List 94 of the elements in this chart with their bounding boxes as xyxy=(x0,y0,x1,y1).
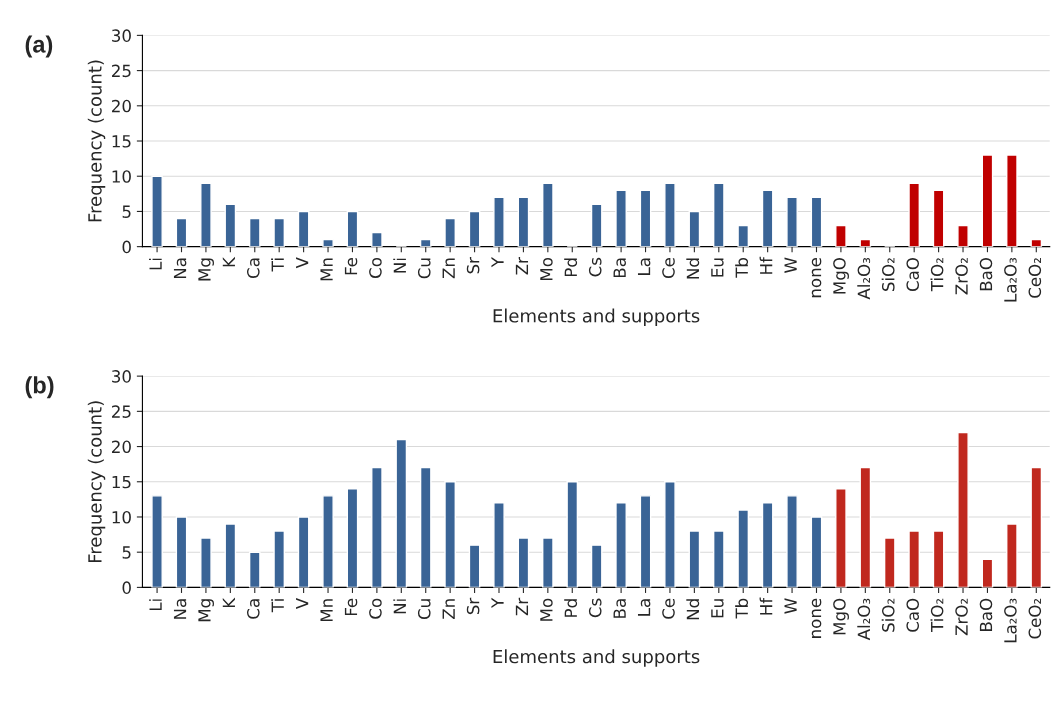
x-tick-label: Zn xyxy=(442,258,455,279)
y-tick-label: 30 xyxy=(112,29,131,42)
x-tick-label: Ni xyxy=(393,258,406,273)
x-tick-label: BaO xyxy=(979,258,993,291)
x-tick-label: Ti xyxy=(271,258,284,272)
x-tick-label: Pd xyxy=(564,599,578,617)
x-tick-label: Al₂O₃ xyxy=(857,257,871,300)
y-tick-label: 20 xyxy=(112,99,131,113)
y-tick-label: 5 xyxy=(122,205,131,218)
x-tick-label: Ca xyxy=(247,599,260,619)
x-tick-label: Cu xyxy=(417,599,431,620)
x-tick-label: Hf xyxy=(759,597,773,615)
x-tick-label: Cs xyxy=(588,598,602,618)
x-tick-label: Zn xyxy=(442,599,455,620)
x-tick-label: Mo xyxy=(540,257,553,280)
y-tick-label: 10 xyxy=(112,510,131,524)
x-tick-label: Al₂O₃ xyxy=(857,598,871,641)
x-tick-label: Cs xyxy=(588,257,602,277)
x-tick-label: Zr xyxy=(515,257,529,275)
x-tick-label: Na xyxy=(173,258,187,279)
x-tick-label: Ce xyxy=(662,257,675,279)
y-tick-label: 25 xyxy=(112,64,131,78)
x-tick-label: W xyxy=(784,257,797,273)
x-tick-label: Sr xyxy=(466,257,480,274)
text: (a) xyxy=(25,35,53,58)
x-tick-label: Mn xyxy=(320,599,333,622)
x-tick-label: Eu xyxy=(711,599,724,618)
y-tick-label: 30 xyxy=(112,370,131,383)
x-tick-label: Ba xyxy=(613,258,626,278)
y-tick-label: 5 xyxy=(122,546,131,559)
x-tick-label: MgO xyxy=(833,258,849,294)
x-tick-label: CeO₂ xyxy=(1028,258,1042,298)
x-tick-label: Fe xyxy=(344,598,358,616)
y-axis-title: Frequency (count) xyxy=(87,401,106,563)
x-tick-label: BaO xyxy=(979,598,993,631)
y-tick-label: 10 xyxy=(112,170,131,183)
x-tick-label: Pd xyxy=(564,258,578,277)
x-tick-label: Co xyxy=(369,598,382,619)
x-tick-label: Ce xyxy=(662,598,675,619)
x-tick-label: Mo xyxy=(540,598,553,621)
y-axis-title: Frequency (count) xyxy=(87,60,106,222)
x-tick-label: ZrO₂ xyxy=(955,598,968,636)
x-tick-label: La xyxy=(637,599,651,616)
x-tick-label: V xyxy=(296,257,309,269)
x-tick-label: Ca xyxy=(247,258,260,278)
x-tick-label: TiO₂ xyxy=(930,258,944,292)
x-tick-label: TiO₂ xyxy=(930,598,944,632)
y-tick-label: 0 xyxy=(122,240,131,254)
x-tick-label: K xyxy=(222,597,235,608)
x-tick-label: Mg xyxy=(198,258,214,281)
x-axis-title: Elements and supports xyxy=(493,649,700,667)
text: (b) xyxy=(25,376,54,399)
x-tick-label: Na xyxy=(173,599,187,619)
x-tick-label: Ni xyxy=(393,599,406,614)
x-tick-label: Mn xyxy=(320,258,333,281)
y-tick-label: 15 xyxy=(112,475,131,489)
x-tick-label: Eu xyxy=(711,258,724,277)
x-tick-label: none xyxy=(811,257,822,298)
x-tick-label: Mg xyxy=(198,599,214,622)
x-tick-label: La xyxy=(637,258,651,275)
x-tick-label: Nd xyxy=(686,599,700,620)
x-tick-label: Li xyxy=(149,599,162,611)
y-tick-label: 15 xyxy=(112,135,131,148)
x-tick-label: Sr xyxy=(466,597,480,615)
x-tick-label: CaO xyxy=(906,258,920,292)
x-tick-label: Li xyxy=(149,258,162,270)
x-tick-label: La₂O₃ xyxy=(1004,598,1017,643)
x-tick-label: Fe xyxy=(344,257,358,275)
x-tick-label: Hf xyxy=(759,256,773,274)
x-tick-label: Y xyxy=(491,257,504,268)
x-tick-label: Cu xyxy=(417,258,431,279)
x-tick-label: Ti xyxy=(271,599,284,613)
x-tick-label: SiO₂ xyxy=(881,598,895,632)
x-tick-label: Zr xyxy=(515,597,529,616)
x-tick-label: Co xyxy=(369,257,382,278)
x-tick-label: W xyxy=(784,598,797,614)
y-tick-label: 0 xyxy=(122,581,131,594)
x-tick-label: none xyxy=(811,598,822,638)
x-tick-label: Nd xyxy=(686,258,700,279)
x-tick-label: La₂O₃ xyxy=(1004,257,1017,302)
x-tick-label: V xyxy=(296,597,309,610)
x-tick-label: K xyxy=(222,256,235,267)
x-tick-label: ZrO₂ xyxy=(955,258,968,295)
y-tick-label: 25 xyxy=(112,405,131,418)
x-tick-label: CeO₂ xyxy=(1028,598,1042,639)
x-tick-label: Tb xyxy=(735,257,749,278)
x-tick-label: Ba xyxy=(613,599,626,618)
x-tick-label: Y xyxy=(491,597,504,609)
y-tick-label: 20 xyxy=(112,440,131,454)
x-axis-title: Elements and supports xyxy=(493,308,700,327)
x-tick-label: MgO xyxy=(833,598,849,635)
x-tick-label: CaO xyxy=(906,598,920,632)
x-tick-label: SiO₂ xyxy=(881,258,895,291)
x-tick-label: Tb xyxy=(735,598,749,619)
